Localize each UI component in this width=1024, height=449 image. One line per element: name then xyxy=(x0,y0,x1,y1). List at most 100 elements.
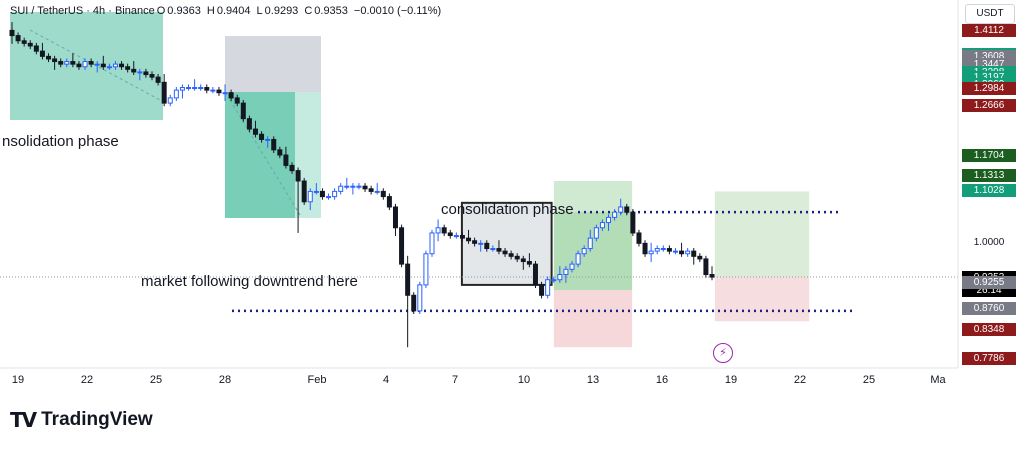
candle-body xyxy=(332,190,338,198)
price-label: 0.9255 xyxy=(962,276,1016,290)
candle-body xyxy=(502,250,508,255)
candle-body xyxy=(581,248,587,255)
candle-body xyxy=(192,87,198,90)
candle-body xyxy=(405,263,411,296)
currency-button[interactable]: USDT xyxy=(965,4,1015,24)
x-tick-label: 22 xyxy=(80,374,94,386)
candle-body xyxy=(46,55,52,60)
candle-body xyxy=(399,227,405,265)
candle-body xyxy=(222,92,228,95)
price-label: 1.4112 xyxy=(962,23,1016,37)
candle-body xyxy=(386,196,392,208)
annotation-consolidation-left: nsolidation phase xyxy=(2,133,119,150)
candle-body xyxy=(587,237,593,250)
x-tick-label: 28 xyxy=(218,374,232,386)
candle-body xyxy=(411,294,417,312)
price-label: 0.8760 xyxy=(962,301,1016,315)
price-label: 1.2984 xyxy=(962,82,1016,96)
candle-body xyxy=(307,190,313,203)
tradingview-mark-icon: TV xyxy=(10,408,37,432)
candle-body xyxy=(380,190,386,198)
annotation-downtrend: market following downtrend here xyxy=(141,273,358,290)
candle-body xyxy=(563,268,569,276)
candle-body xyxy=(441,227,447,234)
candle-body xyxy=(612,211,618,218)
candle-body xyxy=(179,87,185,91)
candle-body xyxy=(161,81,167,104)
candle-body xyxy=(301,180,307,203)
candle-body xyxy=(271,138,277,151)
candle-body xyxy=(685,250,691,255)
candle-body xyxy=(338,185,344,192)
candle-body xyxy=(362,185,368,190)
candle-body xyxy=(313,190,319,193)
price-label: 1.1028 xyxy=(962,183,1016,197)
tradingview-logo: TV TradingView xyxy=(10,408,153,432)
candle-body xyxy=(691,250,697,257)
candle-body xyxy=(654,248,660,252)
candle-body xyxy=(33,45,39,52)
zone-teal-stop xyxy=(225,92,295,218)
candle-body xyxy=(265,138,271,141)
candle-body xyxy=(204,87,210,91)
candle-body xyxy=(319,190,325,198)
candle-body xyxy=(539,284,545,296)
candle-body xyxy=(709,274,715,278)
candle-body xyxy=(618,206,624,213)
candle-body xyxy=(526,261,532,265)
x-tick-label: 10 xyxy=(517,374,531,386)
candle-body xyxy=(210,89,216,92)
candle-body xyxy=(368,188,374,192)
candle-body xyxy=(88,61,94,65)
candle-body xyxy=(636,232,642,244)
candle-body xyxy=(58,61,64,65)
candle-body xyxy=(660,248,666,251)
candle-body xyxy=(648,250,654,255)
candle-body xyxy=(283,154,289,166)
candle-body xyxy=(551,279,557,282)
candle-body xyxy=(374,190,380,193)
close-value: 0.9353 xyxy=(314,5,348,17)
close-label: C xyxy=(304,5,313,17)
candle-body xyxy=(593,227,599,239)
trend-line-2 xyxy=(229,99,301,216)
candle-body xyxy=(64,61,70,65)
candle-body xyxy=(137,71,143,74)
candle-body xyxy=(149,74,155,78)
x-tick-label: 4 xyxy=(382,374,390,386)
candle-body xyxy=(459,235,465,239)
candle-body xyxy=(240,102,246,120)
candle-body xyxy=(326,196,332,199)
price-label: 1.1313 xyxy=(962,169,1016,183)
candle-body xyxy=(21,40,27,44)
candle-body xyxy=(289,164,295,172)
price-label: 0.7786 xyxy=(962,352,1016,366)
candle-body xyxy=(606,216,612,224)
high-label: H xyxy=(206,5,215,17)
candle-body xyxy=(472,240,478,244)
zone-position-stop xyxy=(553,290,633,348)
candle-body xyxy=(453,235,459,238)
candle-body xyxy=(599,222,605,229)
x-tick-label: 22 xyxy=(793,374,807,386)
candle-body xyxy=(545,279,551,296)
brand-name: TradingView xyxy=(41,409,153,430)
candle-body xyxy=(520,258,526,263)
candle-body xyxy=(155,76,161,83)
candle-body xyxy=(666,248,672,252)
bolt-icon[interactable]: ⚡ xyxy=(713,343,733,363)
x-tick-label: 13 xyxy=(586,374,600,386)
candle-body xyxy=(106,66,112,69)
candle-body xyxy=(216,89,222,94)
candle-body xyxy=(27,42,33,47)
candle-body xyxy=(350,185,356,188)
candle-body xyxy=(679,250,685,255)
candle-body xyxy=(429,232,435,255)
candle-body xyxy=(186,87,192,90)
candle-body xyxy=(125,66,131,70)
candle-body xyxy=(496,248,502,252)
open-value: 0.9363 xyxy=(167,5,201,17)
candle-body xyxy=(484,242,490,250)
symbol-label[interactable]: SUI / TetherUS · 4h · Binance xyxy=(10,5,155,17)
